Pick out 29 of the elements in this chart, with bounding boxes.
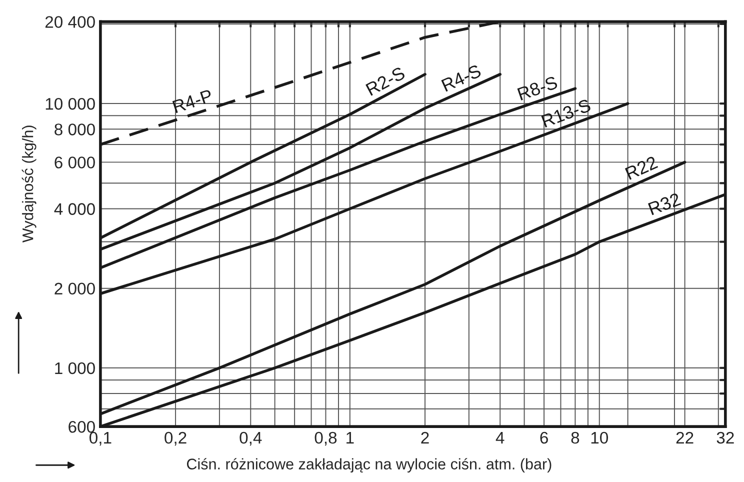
legend-label: R32 bbox=[648, 192, 682, 216]
y-tick-label: 20 400 bbox=[45, 16, 95, 28]
x-tick-label: 2 bbox=[421, 432, 429, 444]
x-tick-label: 0,2 bbox=[164, 432, 186, 446]
x-tick-label: 6 bbox=[540, 432, 548, 444]
y-axis-title: Wydajność (kg/h) bbox=[22, 126, 36, 243]
y-tick-label: 4 000 bbox=[54, 203, 95, 215]
x-tick-label: 32 bbox=[716, 432, 734, 444]
text: R4-S bbox=[441, 64, 482, 92]
y-tick-label: 6 000 bbox=[54, 156, 95, 168]
text: R2-S bbox=[365, 66, 406, 96]
y-tick-label: 1 000 bbox=[55, 362, 95, 374]
y-tick-label: 600 bbox=[68, 420, 95, 433]
text: R13-S bbox=[541, 98, 592, 128]
x-tick-label: 10 bbox=[591, 432, 608, 444]
y-tick-label: 8 000 bbox=[54, 124, 95, 136]
x-tick-label: 22 bbox=[676, 432, 694, 444]
x-tick-label: 1 bbox=[346, 432, 354, 444]
x-tick-label: 8 bbox=[571, 432, 580, 444]
text: R22 bbox=[624, 156, 658, 180]
x-axis-title: Ciśn. różnicowe zakładając na wylocie ciśn. atm. (bar) bbox=[186, 458, 552, 473]
x-tick-label: 0,8 bbox=[314, 432, 337, 446]
y-tick-label: 2 000 bbox=[54, 282, 95, 295]
x-tick-label: 0,1 bbox=[90, 432, 112, 446]
text: R8-S bbox=[517, 76, 558, 101]
y-tick-label: 10 000 bbox=[46, 98, 95, 110]
text: R4-P bbox=[172, 89, 214, 114]
x-tick-label: 4 bbox=[496, 432, 504, 444]
x-tick-label: 0,4 bbox=[240, 432, 262, 446]
